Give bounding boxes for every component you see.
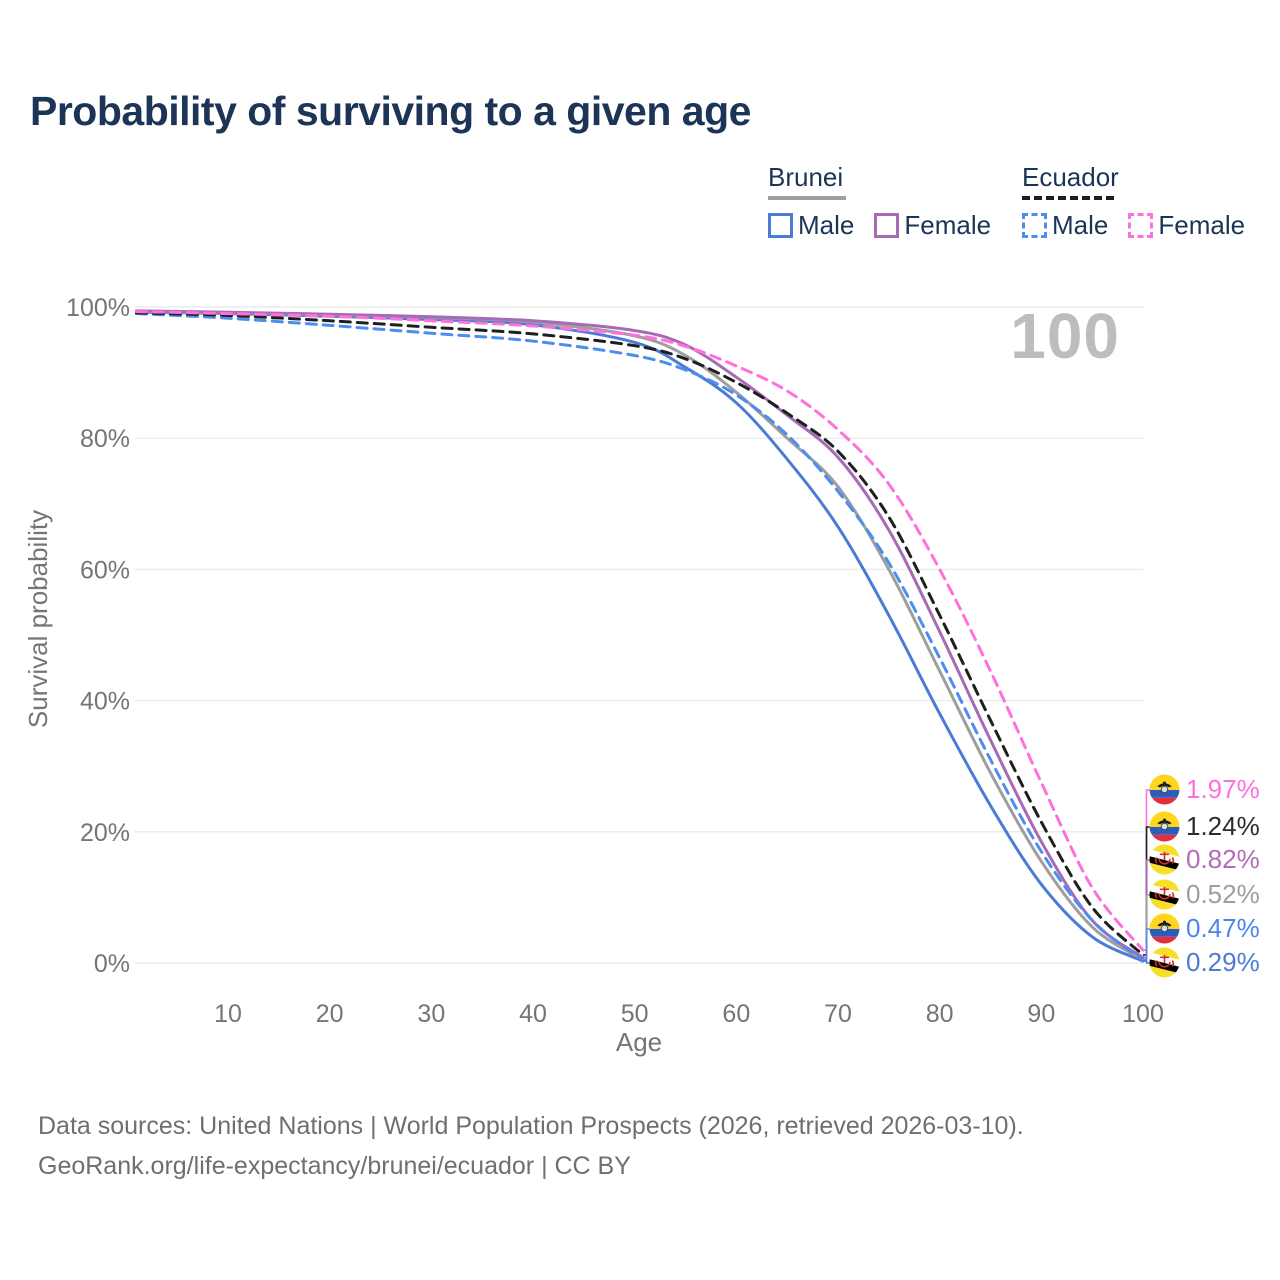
x-tick-label: 10	[214, 1000, 242, 1028]
x-tick-label: 20	[316, 1000, 344, 1028]
y-tick-label: 80%	[80, 425, 130, 453]
end-label-row: 0.82%	[1149, 844, 1260, 875]
y-tick-label: 20%	[80, 819, 130, 847]
end-label-row: 0.47%	[1149, 913, 1260, 944]
legend-label-brunei-female: Female	[904, 210, 992, 240]
x-tick-label: 40	[519, 1000, 547, 1028]
end-label-row: 0.29%	[1149, 947, 1260, 978]
legend-item-ecuador-female[interactable]: Female	[1128, 210, 1245, 241]
brunei-female-swatch-icon	[874, 213, 900, 238]
series-line-ecuador-female[interactable]	[135, 310, 1145, 952]
legend-group-brunei: Brunei Male Female	[768, 162, 991, 241]
y-tick-label: 60%	[80, 556, 130, 584]
end-label-value: 0.82%	[1186, 844, 1260, 874]
footer-attribution: GeoRank.org/life-expectancy/brunei/ecuad…	[38, 1152, 631, 1180]
legend-header-ecuador-label: Ecuador	[1022, 162, 1119, 192]
legend-label-brunei-male: Male	[798, 210, 855, 240]
legend-item-brunei-male[interactable]: Male	[768, 210, 854, 241]
ecuador-series-underline-swatch	[1022, 196, 1114, 200]
footer: Data sources: United Nations | World Pop…	[38, 1106, 1024, 1186]
end-label-value: 0.29%	[1186, 947, 1260, 977]
ecuador-flag-icon	[1149, 811, 1180, 842]
y-axis-title: Survival probability	[23, 510, 53, 728]
x-tick-label: 70	[824, 1000, 852, 1028]
series-line-brunei-male[interactable]	[135, 310, 1145, 963]
brunei-series-underline-swatch	[768, 196, 846, 200]
end-label-value: 0.47%	[1186, 913, 1260, 943]
ecuador-flag-icon	[1149, 913, 1180, 944]
end-label-row: 0.52%	[1149, 879, 1260, 910]
brunei-flag-icon	[1149, 947, 1180, 978]
legend-label-ecuador-female: Female	[1158, 210, 1246, 240]
ecuador-flag-icon	[1149, 774, 1180, 805]
legend-item-brunei-female[interactable]: Female	[874, 210, 991, 241]
end-label-row: 1.97%	[1149, 774, 1260, 805]
series-line-ecuador-male[interactable]	[135, 312, 1145, 962]
legend-group-ecuador: Ecuador Male Female	[1022, 162, 1245, 241]
page-title: Probability of surviving to a given age	[30, 88, 751, 134]
leader-line-brunei-male	[1143, 960, 1150, 964]
x-tick-label: 30	[417, 1000, 445, 1028]
leader-line-ecuador-male	[1143, 928, 1150, 961]
legend-label-ecuador-male: Male	[1052, 210, 1109, 240]
series-line-brunei-both[interactable]	[135, 310, 1145, 962]
x-tick-label: 80	[926, 1000, 954, 1028]
brunei-male-swatch-icon	[768, 213, 793, 238]
legend-header-ecuador[interactable]: Ecuador	[1022, 162, 1245, 200]
ecuador-male-swatch-icon	[1022, 213, 1047, 238]
x-tick-label: 50	[621, 1000, 649, 1028]
y-tick-label: 40%	[80, 688, 130, 716]
footer-data-sources: Data sources: United Nations | World Pop…	[38, 1112, 1024, 1140]
legend-item-ecuador-male[interactable]: Male	[1022, 210, 1108, 241]
end-label-value: 1.97%	[1186, 774, 1260, 804]
legend-header-brunei[interactable]: Brunei	[768, 162, 991, 200]
x-tick-label: 60	[722, 1000, 750, 1028]
y-tick-label: 0%	[94, 950, 130, 978]
end-label-row: 1.24%	[1149, 811, 1260, 842]
legend-header-brunei-label: Brunei	[768, 162, 844, 192]
series-line-brunei-female[interactable]	[135, 309, 1145, 960]
brunei-flag-icon	[1149, 844, 1180, 875]
ecuador-female-swatch-icon	[1128, 213, 1154, 238]
y-tick-label: 100%	[66, 294, 130, 322]
end-label-value: 0.52%	[1186, 879, 1260, 909]
series-line-ecuador-both[interactable]	[135, 311, 1145, 957]
x-tick-label: 90	[1027, 1000, 1055, 1028]
x-tick-label: 100	[1122, 1000, 1164, 1028]
brunei-flag-icon	[1149, 879, 1180, 910]
x-axis-title: Age	[616, 1027, 662, 1057]
end-label-value: 1.24%	[1186, 811, 1260, 841]
